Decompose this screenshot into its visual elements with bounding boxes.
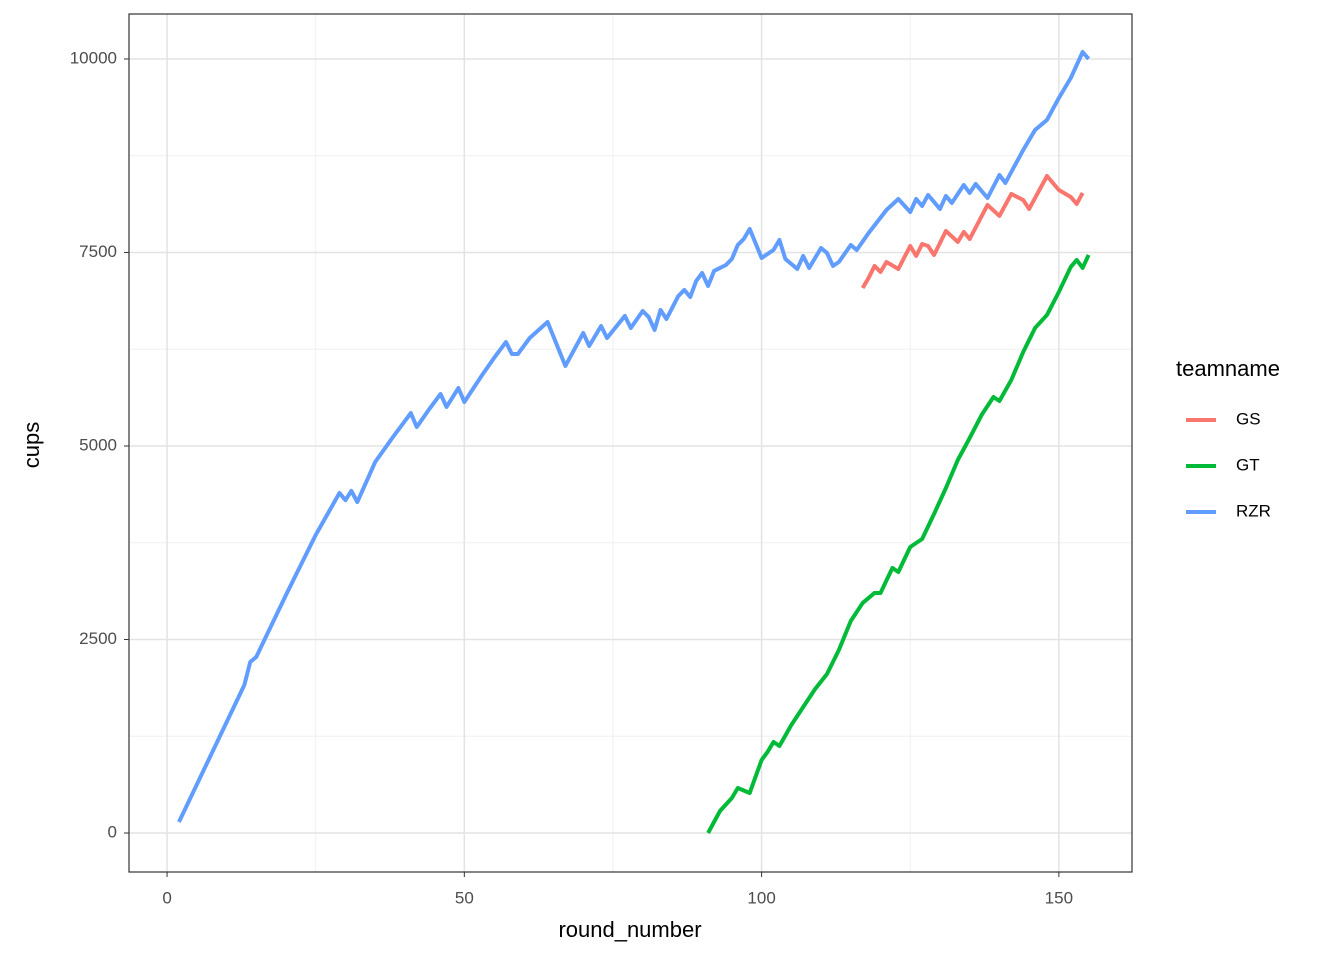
- lines: [177, 50, 1091, 834]
- x-tick-label: 50: [455, 888, 474, 907]
- x-tick-label: 0: [162, 888, 171, 907]
- series-line: [706, 254, 1091, 834]
- x-axis-title: round_number: [558, 917, 701, 942]
- y-tick-label: 10000: [70, 48, 117, 67]
- legend-title: teamname: [1176, 356, 1280, 381]
- legend-label: GS: [1236, 409, 1261, 428]
- panel-border: [128, 13, 1133, 873]
- x-tick-label: 150: [1045, 888, 1073, 907]
- series-line: [860, 174, 1085, 290]
- legend-label: RZR: [1236, 501, 1271, 520]
- legend-label: GT: [1236, 455, 1260, 474]
- y-tick-label: 2500: [79, 629, 117, 648]
- y-tick-label: 5000: [79, 435, 117, 454]
- y-axis-title: cups: [19, 422, 44, 468]
- series-line: [177, 50, 1091, 823]
- legend: GS GT RZR: [1186, 409, 1271, 520]
- y-tick-label: 0: [108, 822, 117, 841]
- x-tick-label: 100: [747, 888, 775, 907]
- y-tick-label: 7500: [79, 242, 117, 261]
